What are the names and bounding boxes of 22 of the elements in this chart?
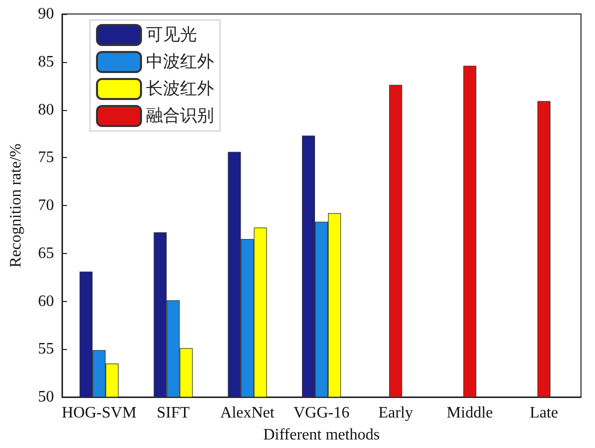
y-tick-label: 65 [38, 244, 54, 262]
x-tick-label: SIFT [156, 404, 190, 422]
legend-label: 融合识别 [146, 106, 214, 126]
legend-label: 可见光 [146, 25, 197, 45]
y-axis-title: Recognition rate/% [8, 144, 24, 268]
y-tick-label: 55 [38, 340, 54, 358]
y-tick-label: 80 [38, 101, 54, 118]
x-tick-label: AlexNet [220, 404, 276, 422]
x-axis-title: Different methods [263, 426, 380, 444]
legend-label: 长波红外 [146, 79, 214, 99]
y-tick-label: 85 [38, 53, 54, 70]
x-tick-label: Late [530, 404, 558, 422]
legend-label: 中波红外 [146, 52, 214, 72]
x-tick-label: VGG-16 [294, 404, 350, 422]
y-tick-label: 70 [38, 197, 54, 214]
y-tick-label: 75 [38, 149, 54, 166]
x-tick-label: HOG-SVM [62, 404, 136, 422]
x-tick-label: Early [378, 404, 413, 422]
x-tick-label: Middle [446, 404, 493, 422]
y-tick-label: 90 [38, 6, 54, 22]
y-tick-label: 60 [38, 292, 54, 310]
y-tick-label: 50 [38, 388, 54, 406]
